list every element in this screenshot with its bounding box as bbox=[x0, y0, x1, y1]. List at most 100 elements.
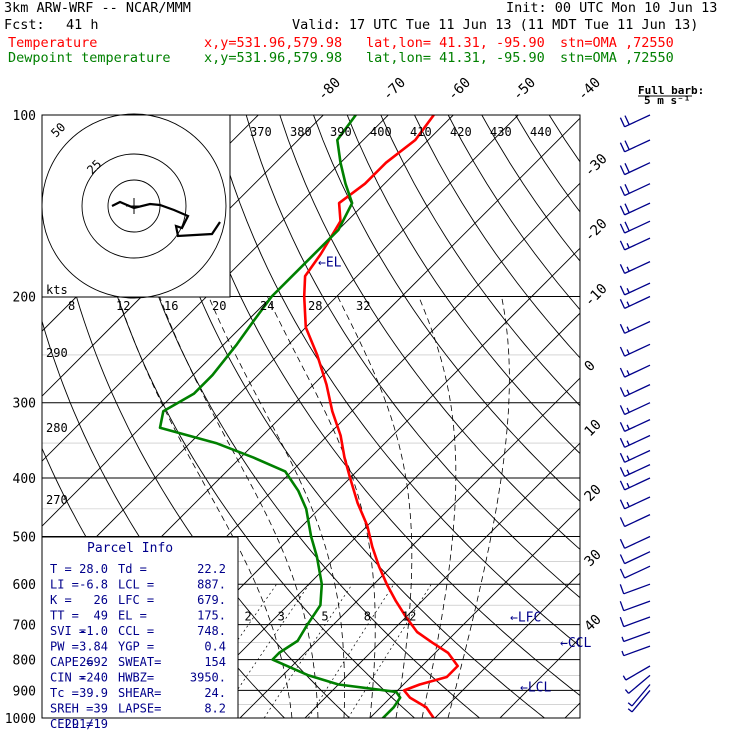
parcel-info-cell: 291/19 bbox=[65, 717, 108, 731]
parcel-info-cell: Td = bbox=[118, 562, 147, 576]
parcel-info-cell: 8.2 bbox=[204, 702, 226, 716]
dewpoint-legend-latlon: lat,lon= 41.31, -95.90 bbox=[366, 50, 545, 66]
wind-barb-360 bbox=[619, 449, 651, 463]
dry-adiabat bbox=[346, 115, 580, 455]
mixing-ratio-label-2: 2 bbox=[244, 610, 251, 624]
isotherm bbox=[304, 442, 580, 718]
mixing-ratio-label-8: 8 bbox=[364, 610, 371, 624]
plot-frame bbox=[41, 114, 581, 719]
moist-adiabat bbox=[208, 296, 345, 718]
wind-barb-880 bbox=[627, 684, 651, 707]
isotherm-label: 20 bbox=[582, 482, 605, 505]
wind-barb-530 bbox=[619, 551, 651, 565]
dry-adiabat bbox=[178, 115, 580, 697]
parcel-info-cell: 2692 bbox=[79, 655, 108, 669]
isotherm-label: 40 bbox=[582, 612, 605, 635]
dry-adiabat bbox=[414, 115, 580, 359]
parcel-info-cell: 679. bbox=[197, 593, 226, 607]
level-label-ccl: ←CCL bbox=[560, 636, 591, 651]
wind-barb-760 bbox=[621, 645, 651, 657]
parcel-info-cell: 26 bbox=[94, 593, 108, 607]
parcel-info-cell: 3950. bbox=[190, 671, 226, 685]
parcel-info-cell: 748. bbox=[197, 624, 226, 638]
hodograph: 2550 bbox=[41, 113, 231, 299]
parcel-info-cell: YGP = bbox=[118, 640, 154, 654]
wind-barb-380 bbox=[619, 464, 651, 477]
wind-barb-130 bbox=[619, 183, 651, 197]
isotherm bbox=[174, 312, 580, 718]
wind-barb-850 bbox=[624, 674, 651, 694]
wind-barb-175 bbox=[619, 261, 651, 274]
theta-label-440: 440 bbox=[530, 125, 552, 139]
hodograph-speed-tick-16: 16 bbox=[164, 299, 178, 313]
parcel-info-cell: CAPE = bbox=[50, 655, 93, 669]
wind-barb-560 bbox=[619, 565, 651, 579]
wind-barb-300 bbox=[619, 402, 651, 416]
wind-barb-600 bbox=[619, 583, 651, 595]
moist-adiabat bbox=[447, 296, 510, 718]
isotherm-label: 30 bbox=[582, 547, 605, 570]
plot-area bbox=[42, 115, 740, 718]
theta-label-420: 420 bbox=[450, 125, 472, 139]
isotherm-label: -40 bbox=[575, 75, 604, 104]
dry-adiabat bbox=[212, 115, 580, 647]
pressure-label-500: 500 bbox=[13, 530, 36, 545]
theta-label-400: 400 bbox=[370, 125, 392, 139]
level-label-el: ←EL bbox=[318, 256, 342, 271]
temperature-legend-latlon: lat,lon= 41.31, -95.90 bbox=[366, 35, 545, 51]
theta-label-410: 410 bbox=[410, 125, 432, 139]
parcel-info-cell: SREH = bbox=[50, 702, 93, 716]
parcel-info-cell: SWEAT= bbox=[118, 655, 161, 669]
parcel-info-cell: K = bbox=[50, 593, 72, 607]
pressure-label-700: 700 bbox=[13, 619, 36, 634]
theta-label-370: 370 bbox=[250, 125, 272, 139]
parcel-info-cell: SVI = bbox=[50, 624, 86, 638]
mixing-ratio-line bbox=[347, 584, 432, 718]
isotherm bbox=[42, 115, 389, 462]
dry-adiabat bbox=[684, 115, 740, 718]
isotherm bbox=[499, 637, 580, 718]
parcel-info-cell: LFC = bbox=[118, 593, 154, 607]
mixing-ratio-label-12: 12 bbox=[402, 610, 416, 624]
pressure-label-600: 600 bbox=[13, 578, 36, 593]
hodograph-speed-tick-24: 24 bbox=[260, 299, 274, 313]
parcel-info-cell: -240 bbox=[79, 671, 108, 685]
hodograph-speed-tick-32: 32 bbox=[356, 299, 370, 313]
pressure-label-300: 300 bbox=[13, 397, 36, 412]
wind-barb-120 bbox=[619, 162, 651, 176]
dry-adiabat bbox=[279, 115, 580, 550]
isotherm-label: -10 bbox=[582, 281, 611, 310]
wind-barbs bbox=[619, 114, 651, 713]
mixing-ratio-line bbox=[263, 584, 353, 718]
wind-barb-260 bbox=[619, 364, 651, 378]
parcel-info-title: Parcel Info bbox=[87, 541, 173, 556]
moist-adiabat bbox=[267, 296, 376, 718]
dry-adiabat bbox=[245, 115, 580, 599]
moist-adiabat bbox=[418, 296, 457, 718]
wind-barb-280 bbox=[619, 384, 651, 398]
theta-label-380: 380 bbox=[290, 125, 312, 139]
dry-adiabat bbox=[617, 115, 740, 718]
moist-adiabat bbox=[337, 296, 413, 718]
parcel-info-cell: SHEAR= bbox=[118, 686, 161, 700]
parcel-info-cell: 49 bbox=[94, 609, 108, 623]
mixing-ratio-line bbox=[308, 584, 395, 718]
isotherm-label: -80 bbox=[315, 75, 344, 104]
theta-side-label-290: 290 bbox=[46, 346, 68, 360]
parcel-info-cell: LI = bbox=[50, 578, 79, 592]
parcel-info-cell: 3.84 bbox=[79, 640, 108, 654]
wind-barb-460 bbox=[619, 514, 651, 528]
parcel-info-cell: TT = bbox=[50, 609, 79, 623]
barb-key-units: 5 m s⁻¹ bbox=[644, 94, 690, 107]
wind-barb-100 bbox=[619, 114, 651, 128]
hodograph-speed-tick-20: 20 bbox=[212, 299, 226, 313]
forecast-label: Fcst: bbox=[4, 17, 45, 33]
dry-adiabat bbox=[481, 115, 580, 262]
parcel-info-cell: Tc = bbox=[50, 686, 79, 700]
dry-adiabat bbox=[380, 115, 580, 407]
parcel-info-cell: 28.0 bbox=[79, 562, 108, 576]
parcel-info-cell: 154 bbox=[204, 655, 226, 669]
wind-barb-150 bbox=[619, 220, 651, 234]
parcel-info-cell: 22.2 bbox=[197, 562, 226, 576]
theta-label-390: 390 bbox=[330, 125, 352, 139]
